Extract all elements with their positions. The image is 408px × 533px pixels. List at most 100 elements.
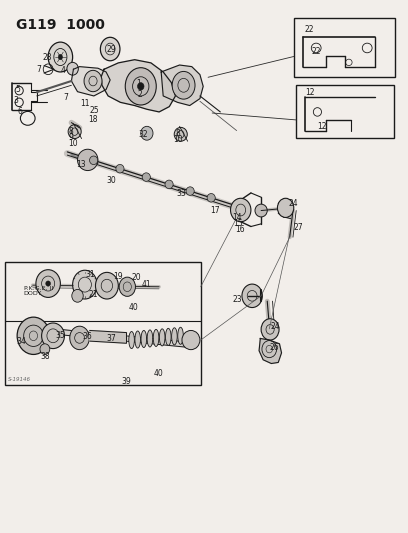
Polygon shape bbox=[259, 338, 282, 364]
Text: 10: 10 bbox=[173, 135, 183, 144]
Ellipse shape bbox=[174, 127, 187, 141]
Text: 11: 11 bbox=[80, 99, 90, 108]
Text: 29: 29 bbox=[106, 45, 116, 54]
Ellipse shape bbox=[42, 323, 64, 349]
Ellipse shape bbox=[129, 332, 134, 349]
Text: 16: 16 bbox=[235, 225, 245, 234]
Ellipse shape bbox=[84, 70, 102, 92]
Ellipse shape bbox=[116, 164, 124, 173]
Text: 34: 34 bbox=[16, 337, 26, 345]
Text: 33: 33 bbox=[177, 189, 186, 198]
Text: 23: 23 bbox=[233, 295, 242, 304]
Text: 38: 38 bbox=[41, 352, 51, 361]
Text: 7: 7 bbox=[36, 65, 41, 74]
Polygon shape bbox=[28, 326, 190, 348]
Ellipse shape bbox=[142, 173, 151, 181]
Text: 20: 20 bbox=[131, 273, 141, 282]
Ellipse shape bbox=[58, 54, 62, 60]
Polygon shape bbox=[161, 65, 203, 106]
Text: 35: 35 bbox=[55, 331, 65, 340]
Text: S-19146: S-19146 bbox=[8, 377, 31, 382]
Ellipse shape bbox=[95, 272, 118, 299]
Text: 2: 2 bbox=[137, 91, 142, 99]
Ellipse shape bbox=[172, 71, 195, 99]
Text: G119  1000: G119 1000 bbox=[16, 18, 105, 31]
Text: 3: 3 bbox=[13, 96, 18, 104]
Text: 14: 14 bbox=[232, 214, 242, 222]
Text: 22: 22 bbox=[312, 47, 322, 55]
Text: 1: 1 bbox=[136, 79, 141, 88]
Ellipse shape bbox=[48, 42, 73, 72]
Polygon shape bbox=[90, 330, 126, 343]
Ellipse shape bbox=[70, 326, 89, 350]
Polygon shape bbox=[101, 60, 175, 112]
Text: 31: 31 bbox=[86, 270, 95, 279]
Ellipse shape bbox=[119, 277, 135, 296]
Ellipse shape bbox=[46, 281, 51, 286]
Ellipse shape bbox=[67, 62, 78, 75]
Text: 15: 15 bbox=[233, 220, 243, 228]
Ellipse shape bbox=[277, 198, 294, 217]
Text: 8: 8 bbox=[176, 129, 181, 138]
Ellipse shape bbox=[141, 126, 153, 140]
Ellipse shape bbox=[242, 284, 262, 308]
Text: 39: 39 bbox=[122, 377, 131, 385]
Ellipse shape bbox=[261, 319, 279, 340]
Ellipse shape bbox=[186, 187, 194, 196]
Ellipse shape bbox=[178, 327, 183, 344]
Ellipse shape bbox=[68, 125, 81, 139]
Text: 9: 9 bbox=[68, 133, 73, 142]
Ellipse shape bbox=[36, 270, 60, 297]
Ellipse shape bbox=[231, 198, 251, 222]
Text: 8: 8 bbox=[68, 127, 73, 135]
Text: 24: 24 bbox=[270, 322, 280, 330]
Ellipse shape bbox=[135, 331, 140, 348]
Bar bbox=[296, 85, 394, 138]
Ellipse shape bbox=[172, 328, 177, 345]
Bar bbox=[5, 262, 201, 385]
Ellipse shape bbox=[160, 329, 165, 346]
Ellipse shape bbox=[72, 289, 83, 302]
Ellipse shape bbox=[255, 204, 267, 217]
Text: 41: 41 bbox=[142, 280, 152, 289]
Text: 13: 13 bbox=[76, 160, 86, 168]
Ellipse shape bbox=[147, 330, 153, 347]
Ellipse shape bbox=[137, 83, 144, 90]
Text: 36: 36 bbox=[82, 333, 92, 341]
Text: 40: 40 bbox=[153, 369, 163, 377]
Text: 40: 40 bbox=[129, 303, 139, 311]
Ellipse shape bbox=[207, 193, 215, 202]
Text: 28: 28 bbox=[42, 53, 52, 61]
Ellipse shape bbox=[125, 68, 156, 105]
Text: 10: 10 bbox=[68, 140, 78, 148]
Polygon shape bbox=[71, 67, 110, 96]
Ellipse shape bbox=[73, 270, 97, 299]
Text: 26: 26 bbox=[269, 343, 279, 352]
Ellipse shape bbox=[153, 329, 159, 346]
Ellipse shape bbox=[166, 328, 171, 345]
Text: 18: 18 bbox=[88, 115, 98, 124]
Text: 17: 17 bbox=[211, 206, 220, 214]
Ellipse shape bbox=[17, 317, 50, 354]
Text: 25: 25 bbox=[90, 106, 100, 115]
Ellipse shape bbox=[78, 149, 98, 171]
Text: 6: 6 bbox=[17, 107, 22, 116]
Ellipse shape bbox=[182, 330, 200, 350]
Text: 37: 37 bbox=[106, 335, 116, 343]
Text: 7: 7 bbox=[63, 93, 68, 101]
Ellipse shape bbox=[40, 344, 50, 354]
Ellipse shape bbox=[165, 180, 173, 189]
Ellipse shape bbox=[100, 37, 120, 61]
Text: 32: 32 bbox=[139, 130, 149, 139]
Text: 5: 5 bbox=[15, 85, 20, 94]
Text: 4: 4 bbox=[61, 66, 66, 75]
Text: 12: 12 bbox=[305, 88, 315, 96]
Text: 22: 22 bbox=[304, 25, 314, 34]
Text: P.K.G.E. II
DODY: P.K.G.E. II DODY bbox=[24, 286, 53, 296]
Text: 27: 27 bbox=[294, 223, 304, 232]
Ellipse shape bbox=[141, 330, 146, 348]
Ellipse shape bbox=[89, 156, 98, 165]
Text: 12: 12 bbox=[317, 123, 327, 131]
Text: 21: 21 bbox=[88, 290, 98, 298]
Bar bbox=[294, 18, 395, 77]
